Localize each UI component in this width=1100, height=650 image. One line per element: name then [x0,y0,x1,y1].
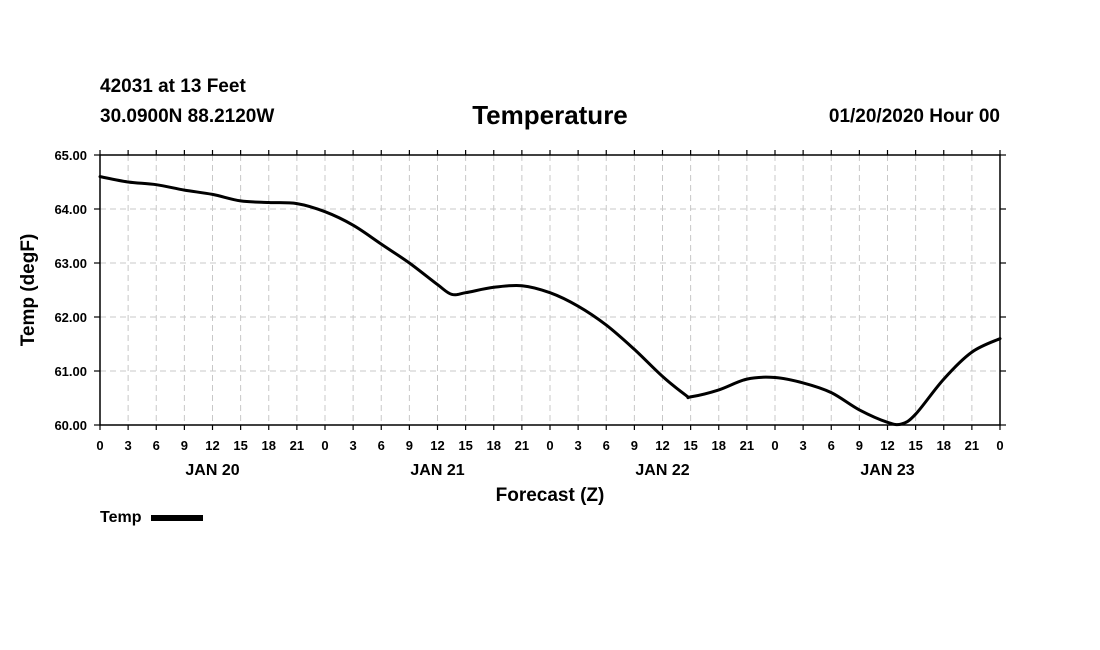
y-tick-label: 62.00 [54,310,87,325]
x-tick-label: 0 [771,438,778,453]
y-axis-title: Temp (degF) [18,234,39,347]
x-tick-label: 12 [430,438,444,453]
x-tick-label: 3 [800,438,807,453]
x-tick-label: 18 [487,438,501,453]
x-tick-label: 18 [937,438,951,453]
chart-title: Temperature [472,100,628,130]
x-tick-label: 9 [631,438,638,453]
day-label: JAN 20 [185,462,239,479]
x-tick-label: 3 [575,438,582,453]
label-layer: 60.00 61.00 62.00 63.00 64.00 65.00 0 3 6 9 12 15 18… [18,148,1004,506]
legend-line-swatch [151,515,204,521]
x-axis-title: Forecast (Z) [496,485,605,506]
x-tick-label: 15 [458,438,472,453]
x-tick-label: 6 [828,438,835,453]
legend: Temp [100,509,204,527]
tick-layer [94,150,1006,430]
x-tick-label: 0 [96,438,103,453]
y-tick-label: 60.00 [54,418,87,433]
x-tick-label: 12 [655,438,669,453]
x-tick-label: 15 [908,438,922,453]
x-tick-label: 21 [740,438,754,453]
grid-layer [100,155,1000,425]
x-tick-label: 0 [996,438,1003,453]
coordinates-label: 30.0900N 88.2120W [100,106,275,127]
y-tick-label: 61.00 [54,364,87,379]
x-tick-label: 12 [205,438,219,453]
x-tick-label: 0 [321,438,328,453]
x-tick-label: 9 [856,438,863,453]
x-tick-label: 21 [515,438,529,453]
x-tick-label: 18 [712,438,726,453]
x-tick-label: 9 [406,438,413,453]
x-tick-label: 12 [880,438,894,453]
y-tick-label: 64.00 [54,202,87,217]
x-tick-label: 6 [603,438,610,453]
plot-frame [99,154,1001,426]
x-tick-label: 6 [153,438,160,453]
x-tick-label: 15 [683,438,697,453]
y-tick-label: 65.00 [54,148,87,163]
temp-series-line [98,175,1002,427]
x-tick-label: 3 [350,438,357,453]
legend-label: Temp [100,509,142,526]
x-tick-label: 21 [965,438,979,453]
x-tick-label: 9 [181,438,188,453]
x-tick-label: 15 [233,438,247,453]
x-tick-label: 3 [125,438,132,453]
x-tick-label: 0 [546,438,553,453]
x-tick-label: 18 [262,438,276,453]
day-label: JAN 22 [635,462,689,479]
x-tick-label: 21 [290,438,304,453]
y-tick-label: 63.00 [54,256,87,271]
day-label: JAN 21 [410,462,464,479]
forecast-timestamp: 01/20/2020 Hour 00 [828,106,1000,127]
day-label: JAN 23 [860,462,914,479]
station-label: 42031 at 13 Feet [100,76,246,97]
x-tick-label: 6 [378,438,385,453]
